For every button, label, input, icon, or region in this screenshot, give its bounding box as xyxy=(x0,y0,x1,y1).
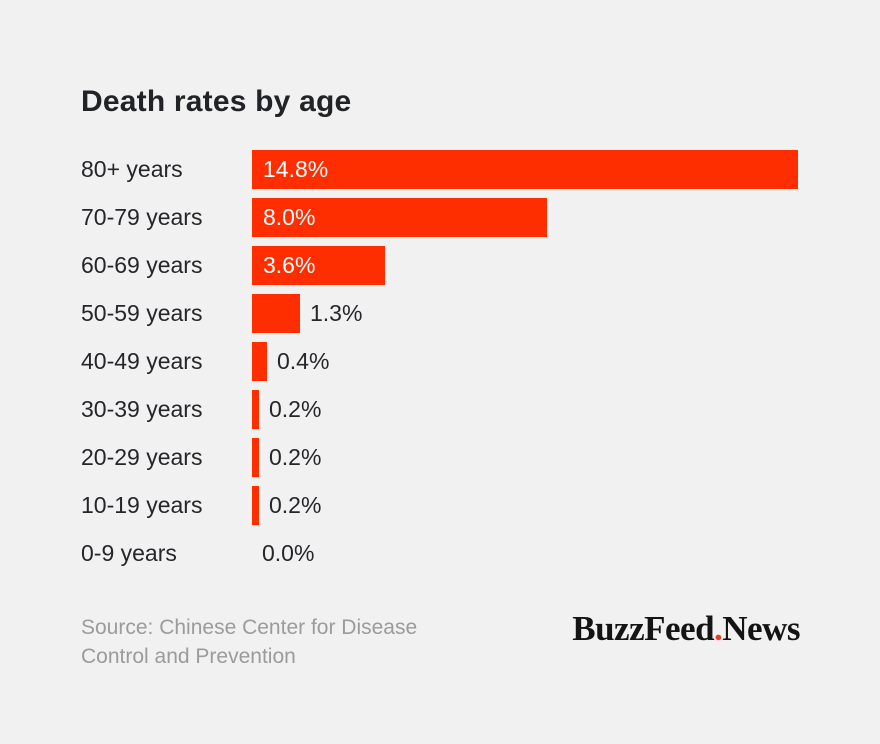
chart-row: 0-9 years 0.0% xyxy=(81,529,800,577)
bar-area: 0.2% xyxy=(252,485,800,525)
bar-area: 14.8% xyxy=(252,149,800,189)
logo-red-dot: . xyxy=(714,609,723,648)
chart-row: 60-69 years 3.6% xyxy=(81,241,800,289)
value-label: 14.8% xyxy=(263,155,329,182)
bar xyxy=(252,293,300,333)
logo-buzzfeed-text: BuzzFeed xyxy=(572,609,715,648)
bar-area: 1.3% xyxy=(252,293,800,333)
category-label: 40-49 years xyxy=(81,347,203,374)
source-note: Source: Chinese Center for Disease Contr… xyxy=(81,613,417,671)
footer: Source: Chinese Center for Disease Contr… xyxy=(81,609,800,671)
category-label: 20-29 years xyxy=(81,443,203,470)
value-label: 0.2% xyxy=(269,395,322,422)
chart-row: 20-29 years 0.2% xyxy=(81,433,800,481)
category-label: 30-39 years xyxy=(81,395,203,422)
bar-area: 0.2% xyxy=(252,389,800,429)
value-label: 0.2% xyxy=(269,443,322,470)
category-label: 50-59 years xyxy=(81,299,203,326)
category-label: 80+ years xyxy=(81,155,183,182)
bar: 8.0% xyxy=(252,197,547,237)
bar-area: 3.6% xyxy=(252,245,800,285)
bar xyxy=(252,341,267,381)
bar-rows: 80+ years 14.8% 70-79 years 8.0% 60-69 years… xyxy=(81,145,800,577)
chart-row: 70-79 years 8.0% xyxy=(81,193,800,241)
chart-row: 80+ years 14.8% xyxy=(81,145,800,193)
chart-row: 30-39 years 0.2% xyxy=(81,385,800,433)
value-label: 0.0% xyxy=(262,539,315,566)
category-label: 10-19 years xyxy=(81,491,203,518)
source-line-1: Source: Chinese Center for Disease xyxy=(81,616,418,639)
source-line-2: Control and Prevention xyxy=(81,645,296,668)
bar xyxy=(252,389,259,429)
bar xyxy=(252,485,259,525)
bar xyxy=(252,437,259,477)
bar: 3.6% xyxy=(252,245,385,285)
value-label: 8.0% xyxy=(263,203,316,230)
category-label: 0-9 years xyxy=(81,539,177,566)
chart-row: 10-19 years 0.2% xyxy=(81,481,800,529)
value-label: 0.2% xyxy=(269,491,322,518)
value-label: 0.4% xyxy=(277,347,330,374)
bar-area: 8.0% xyxy=(252,197,800,237)
category-label: 70-79 years xyxy=(81,203,203,230)
bar-area: 0.0% xyxy=(252,534,800,573)
chart-row: 50-59 years 1.3% xyxy=(81,289,800,337)
buzzfeed-news-logo: BuzzFeed.News xyxy=(572,609,800,649)
bar-area: 0.2% xyxy=(252,437,800,477)
logo-news-text: News xyxy=(722,609,800,648)
bar-area: 0.4% xyxy=(252,341,800,381)
value-label: 1.3% xyxy=(310,299,363,326)
chart-row: 40-49 years 0.4% xyxy=(81,337,800,385)
bar: 14.8% xyxy=(252,149,798,189)
category-label: 60-69 years xyxy=(81,251,203,278)
chart-title: Death rates by age xyxy=(81,85,352,118)
value-label: 3.6% xyxy=(263,251,316,278)
